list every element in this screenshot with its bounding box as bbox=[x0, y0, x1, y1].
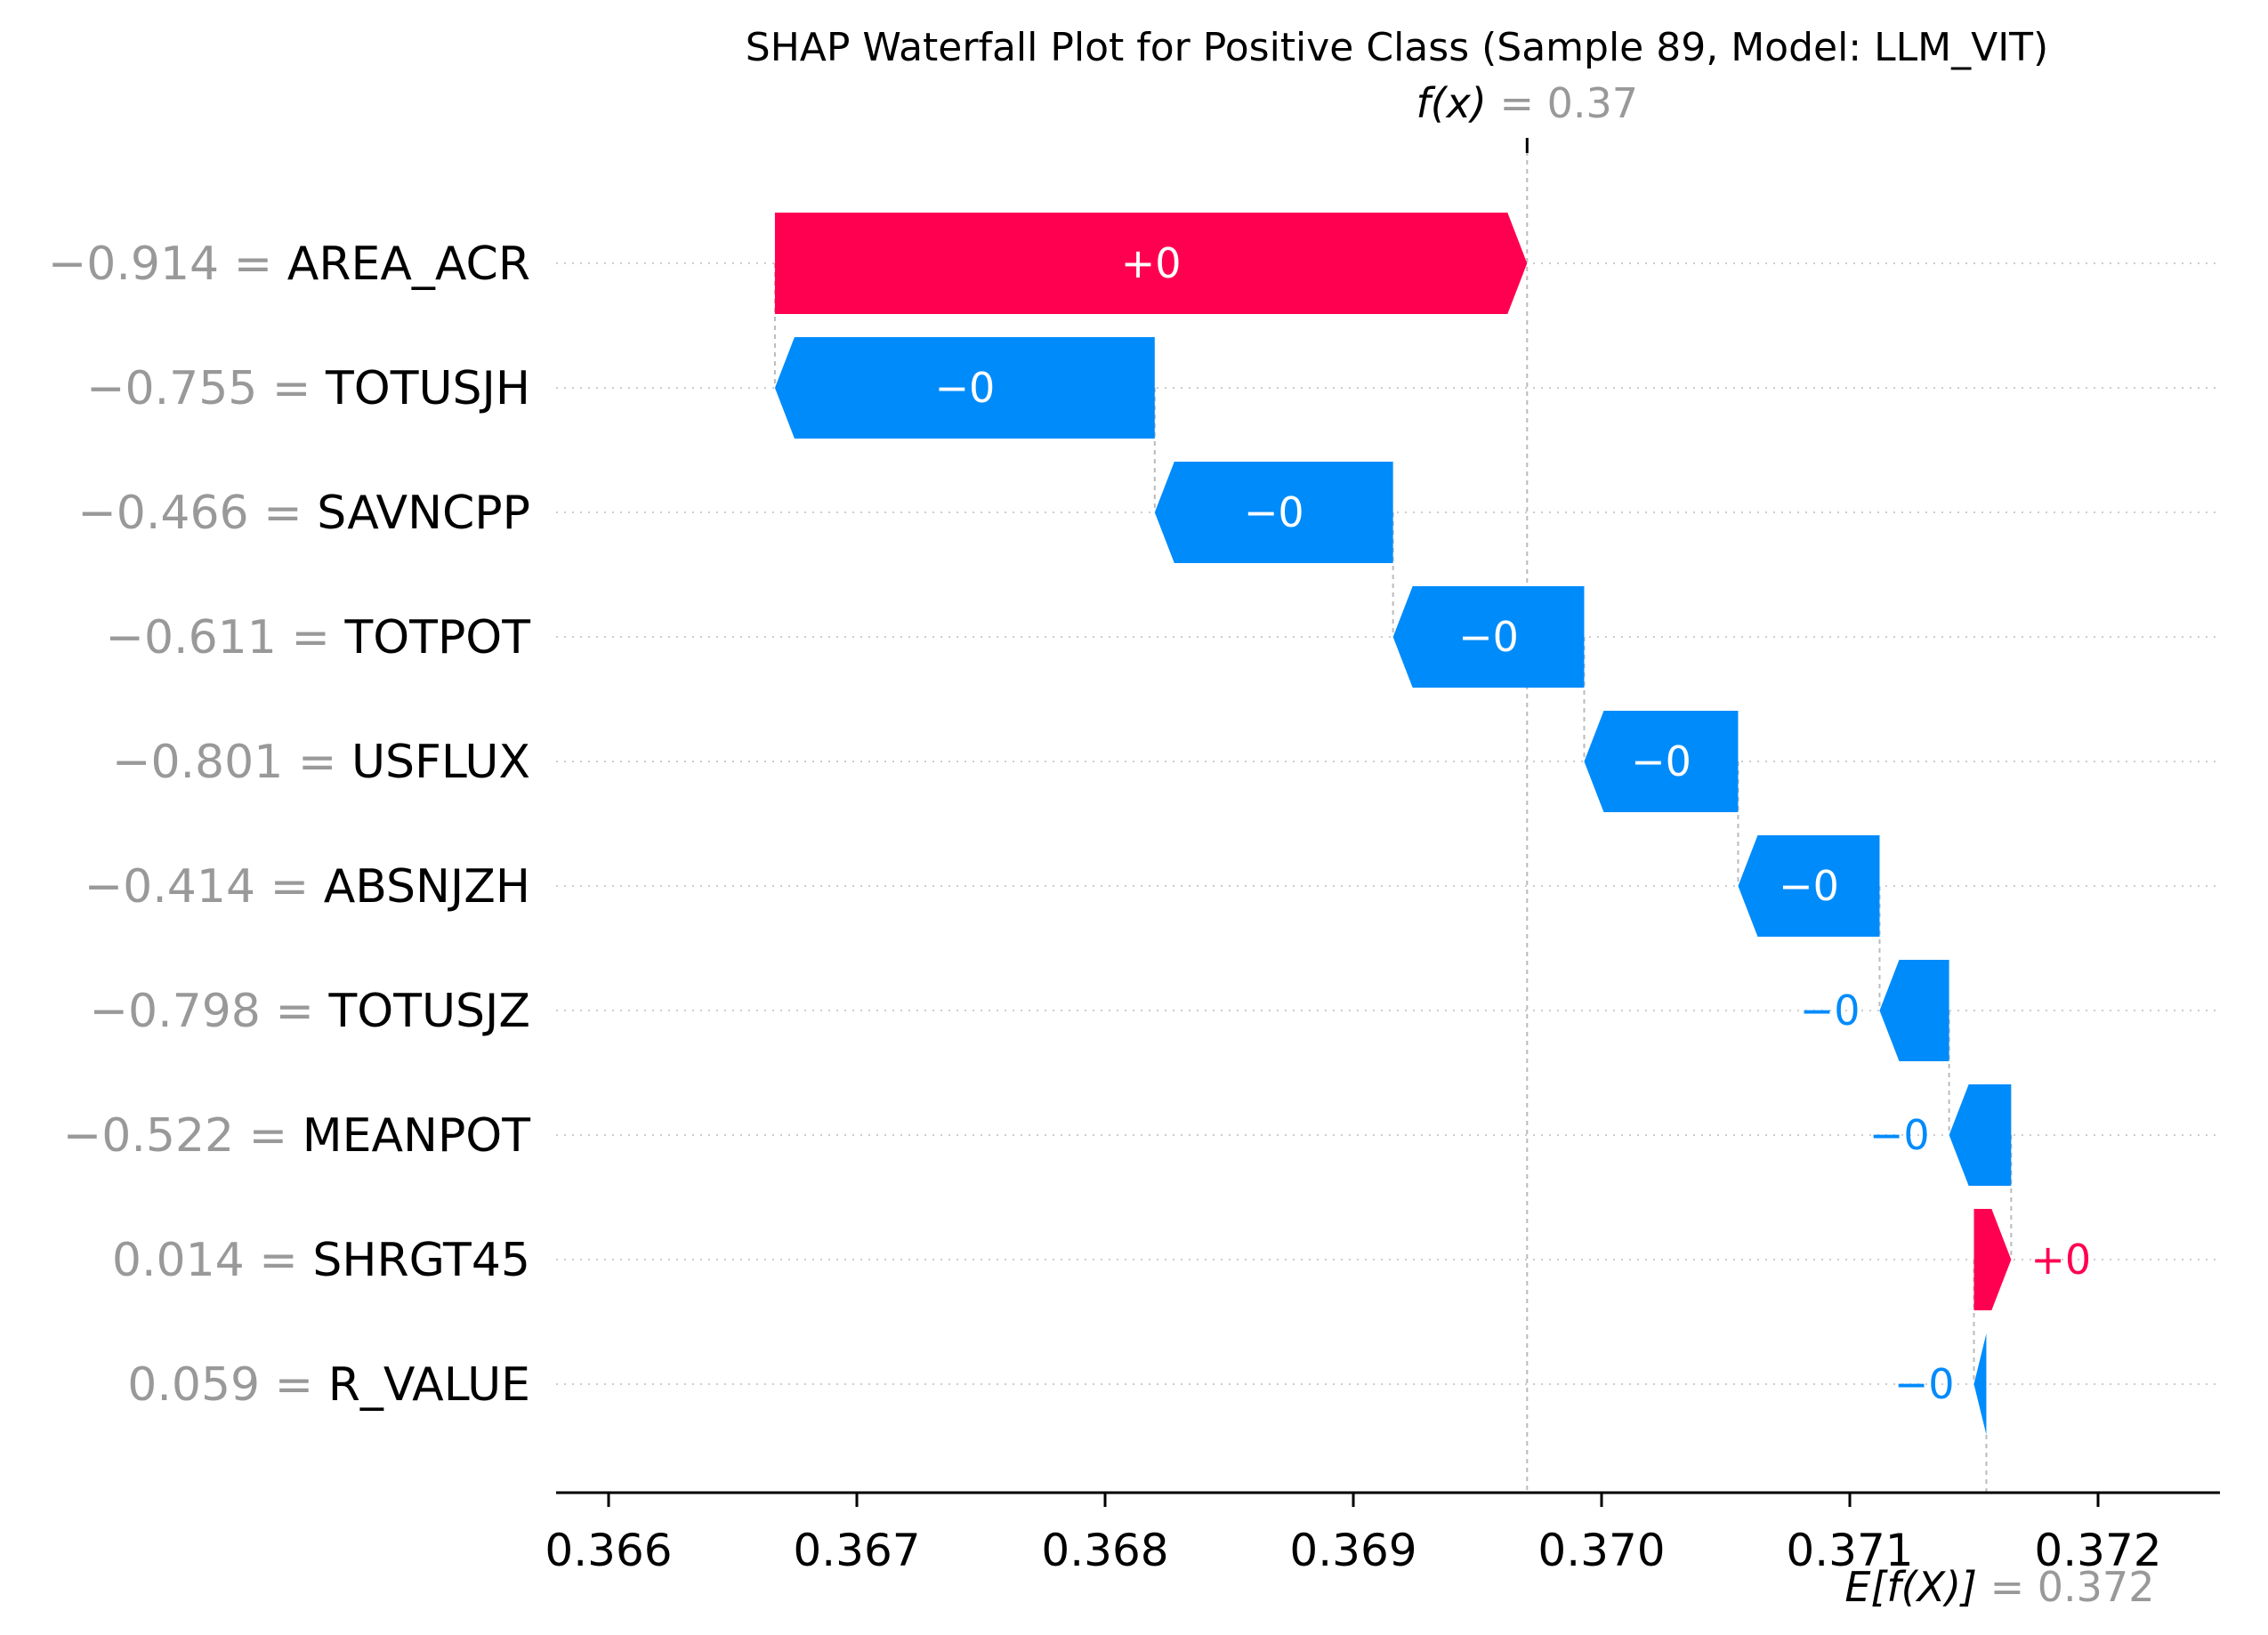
x-tick-label: 0.371 bbox=[1786, 1525, 1913, 1576]
bar-value-label: −0 bbox=[1779, 862, 1839, 910]
fx-label: f(x) = 0.37 bbox=[1416, 79, 1639, 127]
feature-value: −0.522 = bbox=[63, 1109, 303, 1163]
bar-value-label: −0 bbox=[1458, 613, 1519, 661]
feature-value: −0.755 = bbox=[86, 362, 326, 415]
feature-label: −0.414 = ABSNJZH bbox=[85, 860, 530, 914]
feature-label: −0.798 = TOTUSJZ bbox=[89, 985, 530, 1038]
bar-r-value bbox=[1973, 1333, 1987, 1435]
feature-value: −0.466 = bbox=[77, 487, 317, 540]
feature-value: −0.798 = bbox=[89, 985, 328, 1038]
bar-value-label: −0 bbox=[1894, 1360, 1955, 1408]
efx-name: E[f(X)] bbox=[1844, 1563, 1990, 1611]
bar-absnjzh bbox=[1738, 835, 1880, 937]
feature-name: SAVNCPP bbox=[317, 487, 530, 540]
feature-name: TOTPOT bbox=[343, 611, 530, 664]
x-tick-label: 0.370 bbox=[1538, 1525, 1665, 1576]
chart-title: SHAP Waterfall Plot for Positive Class (… bbox=[746, 25, 2048, 70]
feature-value: −0.914 = bbox=[48, 238, 287, 291]
bar-value-label: +0 bbox=[2030, 1236, 2091, 1284]
efx-label: E[f(X)] = 0.372 bbox=[1844, 1563, 2154, 1611]
feature-label: −0.914 = AREA_ACR bbox=[48, 238, 530, 291]
feature-label: −0.466 = SAVNCPP bbox=[77, 487, 530, 540]
bars: +0 −0 −0 −0 −0 −0 −0 −0 +0 −0 bbox=[774, 213, 2091, 1435]
feature-label: −0.801 = USFLUX bbox=[112, 736, 530, 789]
bar-usflux bbox=[1584, 711, 1739, 812]
feature-label: −0.755 = TOTUSJH bbox=[86, 362, 530, 415]
feature-label: 0.014 = SHRGT45 bbox=[112, 1234, 530, 1287]
feature-value: −0.414 = bbox=[85, 860, 324, 914]
x-tick-label: 0.368 bbox=[1041, 1525, 1168, 1576]
bar-totpot bbox=[1392, 586, 1585, 688]
bar-value-label: −0 bbox=[1869, 1111, 1930, 1159]
feature-value: 0.059 = bbox=[127, 1358, 328, 1412]
fx-value: = 0.37 bbox=[1499, 79, 1638, 127]
feature-name: ABSNJZH bbox=[324, 860, 530, 914]
feature-name: SHRGT45 bbox=[312, 1234, 530, 1287]
bar-totusjh bbox=[774, 337, 1155, 439]
feature-label: −0.611 = TOTPOT bbox=[105, 611, 530, 664]
x-tick-label: 0.366 bbox=[545, 1525, 672, 1576]
feature-value: −0.611 = bbox=[105, 611, 344, 664]
fx-name: f(x) bbox=[1416, 79, 1500, 127]
feature-name: TOTUSJH bbox=[325, 362, 530, 415]
bar-meanpot bbox=[1949, 1084, 2012, 1186]
reference-lines bbox=[1525, 138, 1988, 1493]
feature-name: R_VALUE bbox=[328, 1358, 530, 1412]
x-tick-label: 0.372 bbox=[2034, 1525, 2161, 1576]
bar-value-label: −0 bbox=[934, 364, 995, 412]
x-axis: 0.366 0.367 0.368 0.369 0.370 0.371 0.372 bbox=[545, 1491, 2220, 1576]
x-tick-label: 0.369 bbox=[1289, 1525, 1416, 1576]
bar-totusjz bbox=[1879, 960, 1949, 1061]
feature-value: −0.801 = bbox=[112, 736, 351, 789]
efx-annotation: E[f(X)] = 0.372 bbox=[1844, 1563, 2154, 1611]
fx-annotation: f(x) = 0.37 bbox=[1416, 79, 1639, 127]
feature-value: 0.014 = bbox=[112, 1234, 313, 1287]
feature-name: USFLUX bbox=[351, 736, 530, 789]
bar-savncpp bbox=[1154, 462, 1393, 563]
bar-value-label: −0 bbox=[1631, 737, 1691, 785]
feature-label: −0.522 = MEANPOT bbox=[63, 1109, 531, 1163]
feature-label: 0.059 = R_VALUE bbox=[127, 1358, 530, 1412]
bar-shrgt45 bbox=[1973, 1209, 2012, 1310]
feature-labels: −0.914 = AREA_ACR −0.755 = TOTUSJH −0.466 … bbox=[48, 238, 531, 1412]
efx-value: = 0.372 bbox=[1990, 1563, 2155, 1611]
feature-name: TOTUSJZ bbox=[328, 985, 530, 1038]
bar-area-acr bbox=[774, 213, 1528, 314]
bar-value-label: +0 bbox=[1121, 239, 1182, 287]
feature-name: MEANPOT bbox=[303, 1109, 530, 1163]
feature-name: AREA_ACR bbox=[287, 238, 530, 291]
bar-value-label: −0 bbox=[1244, 488, 1304, 536]
bar-value-label: −0 bbox=[1800, 987, 1860, 1035]
x-tick-label: 0.367 bbox=[793, 1525, 920, 1576]
